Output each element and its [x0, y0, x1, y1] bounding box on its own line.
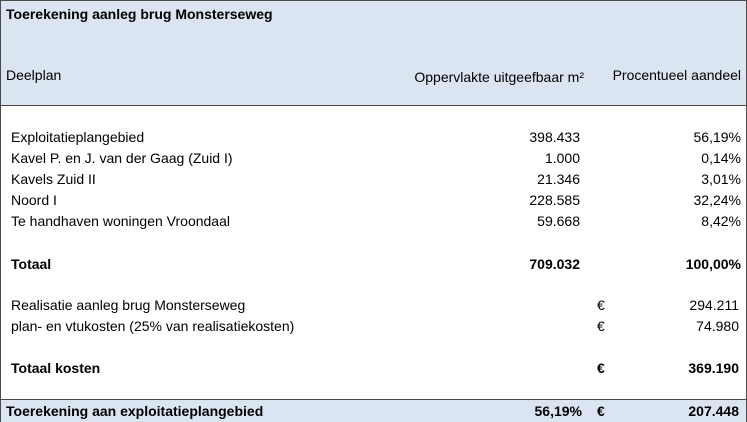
- totaal-oppervlakte: 709.032: [529, 256, 580, 272]
- cost-row: plan- en vtukosten (25% van realisatieko…: [1, 316, 746, 337]
- row-oppervlakte: 1.000: [544, 150, 580, 166]
- currency-symbol: €: [597, 318, 605, 334]
- cost-label: plan- en vtukosten (25% van realisatieko…: [11, 318, 295, 334]
- row-label: Kavel P. en J. van der Gaag (Zuid I): [11, 150, 233, 166]
- column-header-oppervlakte: Oppervlakte uitgeefbaar m²: [414, 69, 584, 85]
- totaal-kosten-amount: 369.190: [688, 360, 739, 376]
- row-oppervlakte: 398.433: [529, 129, 580, 145]
- row-aandeel: 56,19%: [693, 129, 741, 145]
- toerekening-row: Toerekening aan exploitatieplangebied 56…: [1, 399, 746, 422]
- toerekening-amount: 207.448: [688, 403, 739, 419]
- column-header-deelplan: Deelplan: [6, 67, 62, 83]
- currency-symbol: €: [597, 403, 605, 419]
- totaal-label: Totaal: [11, 256, 52, 272]
- table-row: Kavels Zuid II 21.346 3,01%: [1, 169, 746, 190]
- row-label: Exploitatieplangebied: [11, 129, 145, 145]
- row-aandeel: 8,42%: [701, 213, 741, 229]
- table-row: Noord I 228.585 32,24%: [1, 190, 746, 211]
- row-label: Kavels Zuid II: [11, 171, 96, 187]
- table-row: Kavel P. en J. van der Gaag (Zuid I) 1.0…: [1, 148, 746, 169]
- row-label: Noord I: [11, 192, 57, 208]
- cost-amount: 294.211: [689, 297, 739, 313]
- toerekening-pct: 56,19%: [534, 403, 582, 419]
- currency-symbol: €: [597, 360, 605, 376]
- row-aandeel: 3,01%: [701, 171, 741, 187]
- currency-symbol: €: [597, 297, 605, 313]
- table-row: Exploitatieplangebied 398.433 56,19%: [1, 127, 746, 148]
- row-oppervlakte: 59.668: [537, 213, 580, 229]
- cost-row: Realisatie aanleg brug Monsterseweg € 29…: [1, 295, 746, 316]
- row-aandeel: 32,24%: [693, 192, 741, 208]
- column-header-aandeel: Procentueel aandeel: [612, 67, 741, 83]
- totaal-aandeel: 100,00%: [685, 256, 741, 272]
- row-oppervlakte: 228.585: [529, 192, 580, 208]
- row-oppervlakte: 21.346: [537, 171, 580, 187]
- totaal-row: Totaal 709.032 100,00%: [1, 254, 746, 275]
- table-title: Toerekening aanleg brug Monsterseweg: [6, 6, 273, 22]
- totaal-kosten-label: Totaal kosten: [11, 360, 101, 376]
- cost-amount: 74.980: [696, 318, 739, 334]
- table-row: Te handhaven woningen Vroondaal 59.668 8…: [1, 211, 746, 232]
- toerekening-label: Toerekening aan exploitatieplangebied: [6, 403, 264, 419]
- row-label: Te handhaven woningen Vroondaal: [11, 213, 230, 229]
- row-aandeel: 0,14%: [701, 150, 741, 166]
- cost-label: Realisatie aanleg brug Monsterseweg: [11, 297, 246, 313]
- totaal-kosten-row: Totaal kosten € 369.190: [1, 358, 746, 379]
- table-header: Toerekening aanleg brug Monsterseweg Dee…: [1, 1, 746, 106]
